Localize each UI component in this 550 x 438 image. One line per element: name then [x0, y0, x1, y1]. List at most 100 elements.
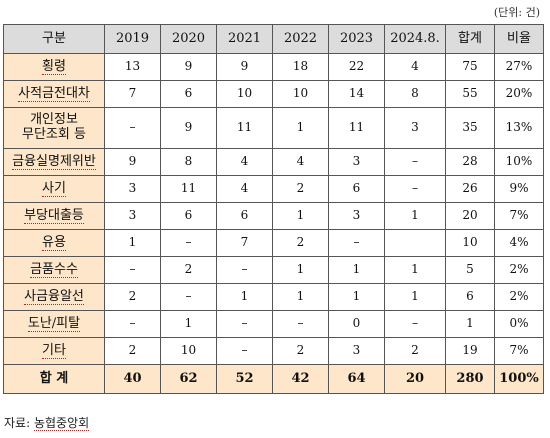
row-label-line: 무단조회 등: [22, 127, 86, 142]
table-cell: –: [160, 229, 217, 257]
table-cell: 7%: [494, 337, 544, 365]
row-label: 유용: [3, 229, 105, 257]
table-cell: 3: [328, 202, 385, 230]
table-cell: –: [384, 148, 446, 176]
table-cell: 75: [445, 53, 495, 81]
table-cell: 7%: [494, 202, 544, 230]
row-label-text: 사적금전대차: [18, 85, 90, 102]
table-cell: 2: [160, 256, 217, 284]
row-label-text: 횡령: [42, 58, 66, 75]
table-cell: 1: [384, 202, 446, 230]
table-cell: 27%: [494, 53, 544, 81]
table-row: 유용 1–7 2–10 4%: [3, 229, 544, 257]
table-cell: 1: [272, 283, 329, 311]
row-label: 횡령: [3, 53, 105, 81]
table-cell: 1: [272, 256, 329, 284]
table-cell: 4: [216, 175, 273, 203]
table-cell: 28: [445, 148, 495, 176]
source-note: 자료: 농협중앙회: [4, 414, 90, 431]
table-cell: 9: [160, 107, 217, 149]
total-cell: 100%: [494, 364, 544, 394]
table-row: 금품수수 –2–1 1 1 5 2%: [3, 256, 544, 284]
row-label: 금융실명제위반: [3, 148, 105, 176]
table-cell: 2: [104, 283, 161, 311]
table-cell: 10: [216, 80, 273, 108]
table-row: 개인정보 무단조회 등 –9 11 1 11 3 35 13%: [3, 107, 544, 149]
table-cell: 13%: [494, 107, 544, 149]
row-label: 사기: [3, 175, 105, 203]
table-row: 기타 2 10–2 3 2 19 7%: [3, 337, 544, 365]
column-header: 2023: [328, 24, 385, 54]
table-cell: 7: [104, 80, 161, 108]
table-cell: 1: [160, 310, 217, 338]
table-cell: 5: [445, 256, 495, 284]
table-cell: –: [160, 283, 217, 311]
table-cell: 3: [104, 202, 161, 230]
table-cell: 55: [445, 80, 495, 108]
table-cell: 3: [104, 175, 161, 203]
table-cell: –: [104, 107, 161, 149]
row-label-text: 사기: [42, 180, 66, 197]
row-label: 도난/피탈: [3, 310, 105, 338]
table-cell: 2: [272, 337, 329, 365]
table-cell: 13: [104, 53, 161, 81]
incident-table: 구분 2019 2020 2021 2022 2023 2024.8. 합계 비율 횡령 13 9 9 1…: [3, 24, 544, 394]
table-cell: –: [216, 337, 273, 365]
table-cell: 35: [445, 107, 495, 149]
row-label-line: 개인정보: [30, 112, 78, 128]
table-cell: –: [216, 310, 273, 338]
table-cell: 1: [272, 107, 329, 149]
table-cell: 6: [160, 202, 217, 230]
table-cell: 6: [328, 175, 385, 203]
row-label-text: 사금융알선: [24, 288, 84, 305]
table-cell: 10: [445, 229, 495, 257]
table-cell: 18: [272, 53, 329, 81]
table-row: 사적금전대차 7 6 10 10 14 8 55 20%: [3, 80, 544, 108]
row-label-text: 도난/피탈: [27, 315, 81, 332]
table-cell: 1: [328, 283, 385, 311]
table-cell: 1: [272, 202, 329, 230]
table-cell: 2%: [494, 283, 544, 311]
table-cell: 3: [384, 107, 446, 149]
table-cell: 11: [160, 175, 217, 203]
table-cell: –: [384, 175, 446, 203]
column-header: 합계: [445, 24, 495, 54]
table-cell: 8: [384, 80, 446, 108]
table-cell: 14: [328, 80, 385, 108]
table-cell: 22: [328, 53, 385, 81]
unit-note: (단위: 건): [493, 6, 540, 19]
column-header: 2021: [216, 24, 273, 54]
table-cell: 2%: [494, 256, 544, 284]
total-row: 합 계 40 62 52 42 64 20 280 100%: [3, 364, 544, 394]
table-cell: 8: [160, 148, 217, 176]
table-cell: 11: [216, 107, 273, 149]
total-cell: 52: [216, 364, 273, 394]
table-cell: –: [328, 229, 385, 257]
table-cell: 9: [160, 53, 217, 81]
row-label-text: 부당대출등: [24, 207, 84, 224]
row-label: 기타: [3, 337, 105, 365]
table-cell: 9: [216, 53, 273, 81]
table-row: 도난/피탈 –1– –0–1 0%: [3, 310, 544, 338]
total-cell: 42: [272, 364, 329, 394]
row-label: 부당대출등: [3, 202, 105, 230]
table-cell: 10: [272, 80, 329, 108]
total-cell: 64: [328, 364, 385, 394]
table-cell: 4: [216, 148, 273, 176]
total-cell: 20: [384, 364, 446, 394]
table-cell: 6: [445, 283, 495, 311]
row-label: 개인정보 무단조회 등: [3, 107, 105, 149]
table-row: 금융실명제위반 9 8 4 4 3–28 10%: [3, 148, 544, 176]
table-cell: 1: [216, 283, 273, 311]
table-cell: 6: [160, 80, 217, 108]
table-cell: 3: [328, 337, 385, 365]
row-label: 금품수수: [3, 256, 105, 284]
table-cell: 1: [328, 256, 385, 284]
column-header: 2024.8.: [384, 24, 446, 54]
column-header: 비율: [494, 24, 544, 54]
table-cell: 9: [104, 148, 161, 176]
table-cell: 0%: [494, 310, 544, 338]
table-cell: 4%: [494, 229, 544, 257]
source-org: 농협중앙회: [33, 416, 90, 431]
table-cell: 1: [104, 229, 161, 257]
